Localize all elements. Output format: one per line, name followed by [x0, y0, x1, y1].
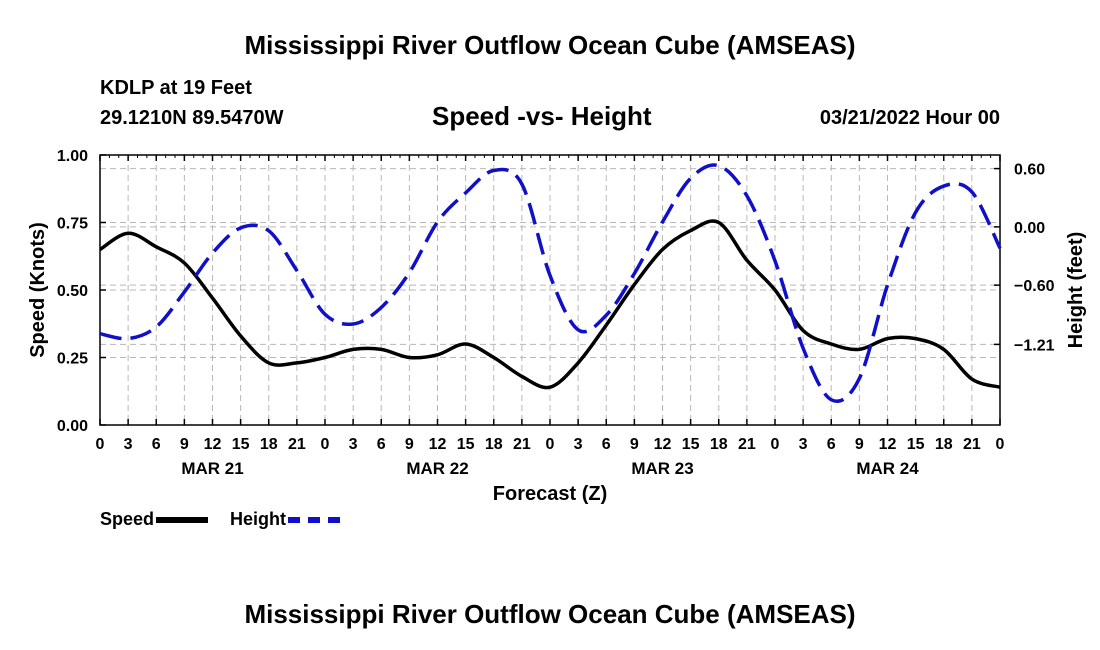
x-tick-label: 6: [602, 436, 611, 453]
x-tick-label: 12: [879, 436, 897, 453]
y-tick-label: 0.00: [57, 418, 88, 435]
x-tick-label: 18: [935, 436, 953, 453]
x-tick-label: 3: [349, 436, 358, 453]
x-tick-label: 3: [574, 436, 583, 453]
grid: [100, 155, 1000, 425]
x-tick-label: 0: [546, 436, 555, 453]
y-tick-label: 1.00: [57, 148, 88, 165]
x-tick-label: 21: [963, 436, 981, 453]
y-tick-label: 0.50: [57, 283, 88, 300]
x-tick-label: 6: [152, 436, 161, 453]
series-line-height: [99, 163, 1002, 403]
x-tick-label: 9: [630, 436, 639, 453]
x-tick-label: 0: [321, 436, 330, 453]
legend-height-swatch: [288, 516, 340, 523]
y2-tick-label: 0.60: [1014, 162, 1045, 179]
forecast-run-date: 03/21/2022 Hour 00: [819, 107, 1000, 129]
x-tick-label: 18: [710, 436, 728, 453]
x-tick-label: 12: [654, 436, 672, 453]
x-tick-label: 0: [996, 436, 1005, 453]
x-tick-label: 3: [124, 436, 133, 453]
x-axis-label: Forecast (Z): [493, 483, 607, 505]
legend-height-label: Height: [230, 509, 286, 529]
y2-tick-label: −0.60: [1014, 278, 1055, 295]
date-label: MAR 23: [631, 459, 693, 478]
x-tick-label: 18: [485, 436, 503, 453]
y-tick-label: 0.25: [57, 351, 88, 368]
x-tick-label: 9: [855, 436, 864, 453]
y2-tick-label: 0.00: [1014, 220, 1045, 237]
y-tick-label: 0.75: [57, 216, 88, 233]
axes: 0 3 6 9 12 15 18 21 0 3 6 9 12 15 18 21 0 3 6 9 12 15 18 21 0 3 6 9…: [57, 148, 1055, 478]
date-label: MAR 22: [406, 459, 468, 478]
legend-speed-swatch: [156, 516, 209, 523]
x-tick-label: 15: [907, 436, 925, 453]
x-tick-label: 0: [96, 436, 105, 453]
station-label: KDLP at 19 Feet: [100, 77, 252, 99]
y-axis-label: Speed (Knots): [27, 222, 49, 358]
legend-height: Height: [230, 509, 340, 530]
legend-speed-label: Speed: [100, 509, 155, 529]
x-tick-label: 9: [405, 436, 414, 453]
series-line-speed: [99, 219, 1001, 390]
x-tick-label: 6: [377, 436, 386, 453]
x-tick-label: 21: [513, 436, 531, 453]
x-tick-label: 0: [771, 436, 780, 453]
date-label: MAR 21: [181, 459, 243, 478]
x-tick-label: 21: [738, 436, 756, 453]
x-tick-label: 18: [260, 436, 278, 453]
speed-height-chart: 0 3 6 9 12 15 18 21 0 3 6 9 12 15 18 21 0 3 6 9 12 15 18 21 0 3 6 9…: [27, 148, 1087, 505]
x-tick-label: 15: [457, 436, 475, 453]
legend-speed: Speed: [100, 509, 209, 530]
x-tick-label: 12: [204, 436, 222, 453]
y2-tick-label: −1.21: [1014, 337, 1055, 354]
x-tick-label: 15: [682, 436, 700, 453]
date-label: MAR 24: [856, 459, 919, 478]
x-tick-label: 12: [429, 436, 447, 453]
footer-title: Mississippi River Outflow Ocean Cube (AM…: [244, 599, 856, 629]
chart-title: Mississippi River Outflow Ocean Cube (AM…: [244, 30, 856, 60]
x-tick-label: 21: [288, 436, 306, 453]
series: [99, 163, 1002, 403]
station-coordinates: 29.1210N 89.5470W: [100, 107, 284, 129]
y2-axis-label: Height (feet): [1065, 232, 1087, 349]
x-tick-label: 3: [799, 436, 808, 453]
x-tick-label: 9: [180, 436, 189, 453]
x-tick-label: 15: [232, 436, 250, 453]
x-tick-label: 6: [827, 436, 836, 453]
chart-subtitle: Speed -vs- Height: [432, 101, 652, 131]
